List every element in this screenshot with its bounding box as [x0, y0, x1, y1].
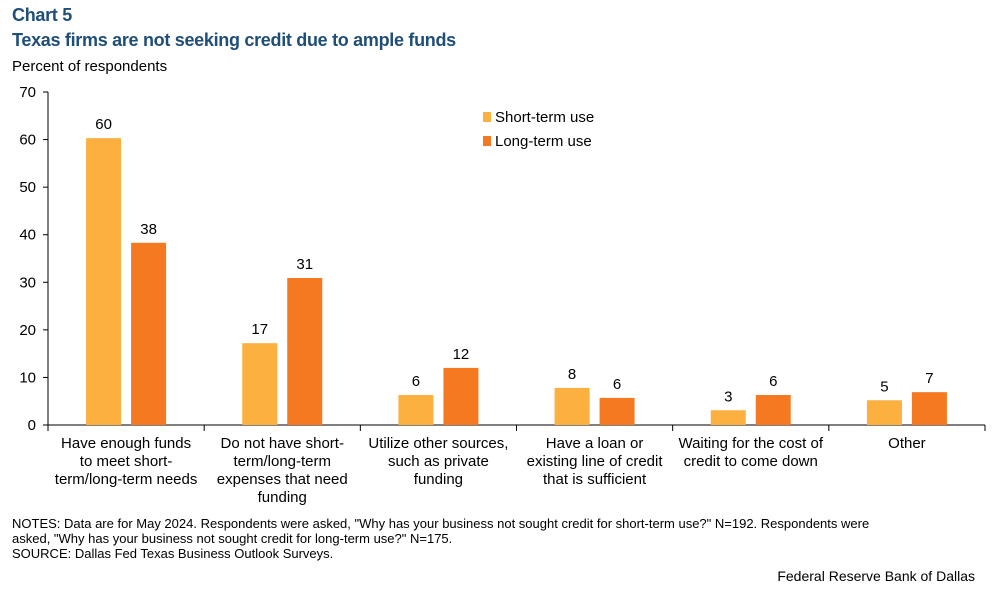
x-category-label: Waiting for the cost of credit to come do… — [678, 435, 823, 470]
data-label: 8 — [568, 366, 576, 383]
x-category-label: Do not have short-term/long-term expenses… — [217, 435, 348, 506]
data-label: 17 — [251, 321, 268, 338]
x-category-label-line: Utilize other sources, — [368, 435, 508, 452]
chart-title: Texas firms are not seeking credit due t… — [12, 30, 456, 50]
x-category-label: Have a loan or existing line of credit tha… — [527, 435, 664, 488]
source-credit: Federal Reserve Bank of Dallas — [777, 568, 975, 584]
legend-label: Short-term use — [495, 109, 594, 126]
bar-short-term-use — [242, 343, 278, 425]
x-category-label-line: Other — [888, 435, 926, 452]
data-label: 3 — [724, 388, 732, 405]
data-label: 7 — [925, 370, 933, 387]
y-axis-unit-label: Percent of respondents — [12, 58, 168, 75]
x-category-label-line: funding — [258, 489, 307, 506]
x-category-label: Utilize other sources, such as private fun… — [368, 435, 508, 488]
bar-long-term-use — [131, 242, 167, 425]
data-label: 38 — [140, 221, 157, 238]
x-category-label-line: Do not have short- — [221, 435, 344, 452]
source-line: SOURCE: Dallas Fed Texas Business Outloo… — [12, 546, 334, 561]
bar-short-term-use — [86, 138, 122, 425]
x-category-label-line: expenses that need — [217, 471, 348, 488]
legend-swatch — [483, 136, 491, 146]
x-category-label-line: to meet short- — [80, 453, 173, 470]
y-tick-label: 30 — [19, 274, 36, 291]
bar-long-term-use — [599, 397, 635, 425]
bar-short-term-use — [398, 395, 434, 425]
notes-line-2: asked, "Why has your business not sought… — [12, 531, 453, 546]
bar-short-term-use — [554, 387, 590, 425]
x-category-label-line: existing line of credit — [527, 453, 664, 470]
x-category-label-line: Have enough funds — [61, 435, 191, 452]
y-tick-label: 40 — [19, 227, 36, 244]
bar-long-term-use — [911, 392, 947, 425]
data-label: 6 — [769, 373, 777, 390]
x-category-label-line: that is sufficient — [543, 471, 647, 488]
x-category-label-line: funding — [414, 471, 463, 488]
bar-short-term-use — [866, 400, 902, 425]
data-label: 31 — [296, 256, 313, 273]
x-category-label-line: Waiting for the cost of — [678, 435, 823, 452]
x-category-label-line: credit to come down — [684, 453, 818, 470]
data-label: 5 — [880, 378, 888, 395]
data-label: 6 — [613, 376, 621, 393]
legend-label: Long-term use — [495, 133, 592, 150]
y-tick-label: 20 — [19, 322, 36, 339]
x-category-label-line: such as private — [388, 453, 489, 470]
x-category-label-line: term/long-term needs — [55, 471, 198, 488]
x-category-label: Have enough funds to meet short-term/long… — [55, 435, 198, 488]
y-tick-label: 10 — [19, 369, 36, 386]
data-label: 12 — [453, 346, 470, 363]
x-category-label-line: Have a loan or — [546, 435, 644, 452]
x-category-label: Other — [888, 435, 926, 452]
y-tick-label: 60 — [19, 132, 36, 149]
data-label: 60 — [95, 116, 112, 133]
bar-long-term-use — [443, 367, 479, 425]
y-tick-label: 70 — [19, 84, 36, 101]
chart-label: Chart 5 — [12, 5, 72, 25]
y-tick-label: 50 — [19, 179, 36, 196]
y-tick-label: 0 — [28, 417, 36, 434]
data-label: 6 — [412, 373, 420, 390]
legend-swatch — [483, 112, 491, 122]
bar-short-term-use — [710, 410, 746, 425]
notes-line-1: NOTES: Data are for May 2024. Respondent… — [12, 516, 870, 531]
bar-long-term-use — [287, 278, 323, 425]
bar-long-term-use — [755, 395, 791, 425]
x-category-label-line: term/long-term — [233, 453, 331, 470]
chart-notes: NOTES: Data are for May 2024. Respondent… — [12, 516, 987, 561]
